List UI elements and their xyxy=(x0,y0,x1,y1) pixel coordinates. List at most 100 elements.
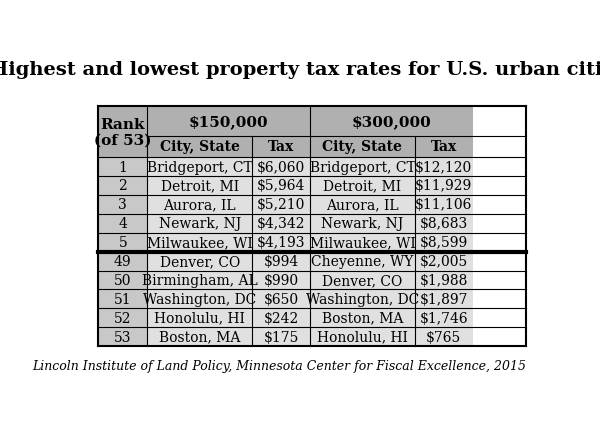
Bar xyxy=(310,158,415,177)
Bar xyxy=(148,177,252,196)
Text: $994: $994 xyxy=(263,254,299,268)
Text: $11,929: $11,929 xyxy=(415,179,472,193)
Bar xyxy=(415,271,473,290)
Text: Aurora, IL: Aurora, IL xyxy=(326,198,399,212)
Text: Detroit, MI: Detroit, MI xyxy=(323,179,401,193)
Bar xyxy=(98,328,148,346)
Bar xyxy=(310,233,415,252)
Bar xyxy=(310,271,415,290)
Bar xyxy=(415,196,473,214)
Text: $765: $765 xyxy=(426,330,461,344)
Text: Milwaukee, WI: Milwaukee, WI xyxy=(147,236,253,250)
Bar xyxy=(415,308,473,328)
Text: Newark, NJ: Newark, NJ xyxy=(321,217,404,231)
Text: Detroit, MI: Detroit, MI xyxy=(161,179,239,193)
Bar xyxy=(252,233,310,252)
Text: Aurora, IL: Aurora, IL xyxy=(164,198,236,212)
Bar xyxy=(415,177,473,196)
Bar xyxy=(148,107,310,136)
Text: 1: 1 xyxy=(118,160,127,174)
Text: Denver, CO: Denver, CO xyxy=(160,254,240,268)
Bar xyxy=(98,196,148,214)
Bar xyxy=(415,214,473,233)
Text: Bridgeport, CT: Bridgeport, CT xyxy=(310,160,415,174)
Text: Boston, MA: Boston, MA xyxy=(159,330,241,344)
Bar xyxy=(252,196,310,214)
Bar xyxy=(310,308,415,328)
Text: 52: 52 xyxy=(114,311,131,325)
Text: $1,746: $1,746 xyxy=(419,311,468,325)
Text: $300,000: $300,000 xyxy=(352,115,431,129)
Text: Highest and lowest property tax rates for U.S. urban cities: Highest and lowest property tax rates fo… xyxy=(0,61,600,79)
Bar xyxy=(252,214,310,233)
Text: $5,210: $5,210 xyxy=(257,198,305,212)
Bar xyxy=(310,328,415,346)
Text: $11,106: $11,106 xyxy=(415,198,472,212)
Bar xyxy=(148,328,252,346)
Text: Tax: Tax xyxy=(268,140,294,154)
Text: Lincoln Institute of Land Policy, Minnesota Center for Fiscal Excellence, 2015: Lincoln Institute of Land Policy, Minnes… xyxy=(32,360,526,373)
Bar xyxy=(415,136,473,158)
Bar xyxy=(98,290,148,308)
Text: $650: $650 xyxy=(263,292,299,306)
Text: 49: 49 xyxy=(114,254,131,268)
Bar xyxy=(98,271,148,290)
Text: Rank
(of 53): Rank (of 53) xyxy=(94,117,152,147)
Text: $8,599: $8,599 xyxy=(419,236,468,250)
Text: 53: 53 xyxy=(114,330,131,344)
Text: $1,988: $1,988 xyxy=(419,273,468,287)
Bar xyxy=(415,233,473,252)
Text: 51: 51 xyxy=(114,292,131,306)
Bar xyxy=(148,214,252,233)
Bar xyxy=(148,158,252,177)
Bar xyxy=(148,233,252,252)
Text: $2,005: $2,005 xyxy=(419,254,468,268)
Text: $242: $242 xyxy=(263,311,299,325)
Bar xyxy=(98,214,148,233)
Bar xyxy=(252,158,310,177)
Bar xyxy=(310,196,415,214)
Bar xyxy=(148,271,252,290)
Bar xyxy=(310,214,415,233)
Text: Honolulu, HI: Honolulu, HI xyxy=(317,330,408,344)
Text: Cheyenne, WY: Cheyenne, WY xyxy=(311,254,413,268)
Text: Washington, DC: Washington, DC xyxy=(306,292,419,306)
Bar xyxy=(252,308,310,328)
Bar xyxy=(310,177,415,196)
Text: Washington, DC: Washington, DC xyxy=(143,292,256,306)
Bar xyxy=(148,290,252,308)
Bar xyxy=(415,290,473,308)
Text: Boston, MA: Boston, MA xyxy=(322,311,403,325)
Bar xyxy=(98,308,148,328)
Text: $990: $990 xyxy=(263,273,299,287)
Text: $150,000: $150,000 xyxy=(189,115,269,129)
Bar xyxy=(98,252,148,271)
Bar xyxy=(252,271,310,290)
Text: $4,193: $4,193 xyxy=(257,236,305,250)
Bar xyxy=(148,136,252,158)
Bar xyxy=(310,290,415,308)
Bar xyxy=(148,252,252,271)
Text: $1,897: $1,897 xyxy=(419,292,468,306)
Bar xyxy=(310,252,415,271)
Text: City, State: City, State xyxy=(160,140,240,154)
Bar xyxy=(310,136,415,158)
Text: Bridgeport, CT: Bridgeport, CT xyxy=(147,160,253,174)
Text: $12,120: $12,120 xyxy=(415,160,472,174)
Bar xyxy=(148,308,252,328)
Bar xyxy=(415,158,473,177)
Bar xyxy=(252,290,310,308)
Text: Milwaukee, WI: Milwaukee, WI xyxy=(310,236,415,250)
Text: 3: 3 xyxy=(118,198,127,212)
Bar xyxy=(252,252,310,271)
Text: Denver, CO: Denver, CO xyxy=(322,273,403,287)
Bar xyxy=(98,233,148,252)
Text: Newark, NJ: Newark, NJ xyxy=(159,217,241,231)
Text: $8,683: $8,683 xyxy=(419,217,468,231)
Bar xyxy=(252,328,310,346)
Bar xyxy=(98,158,148,177)
Bar xyxy=(252,136,310,158)
Bar xyxy=(98,177,148,196)
Text: 50: 50 xyxy=(114,273,131,287)
Bar xyxy=(148,196,252,214)
